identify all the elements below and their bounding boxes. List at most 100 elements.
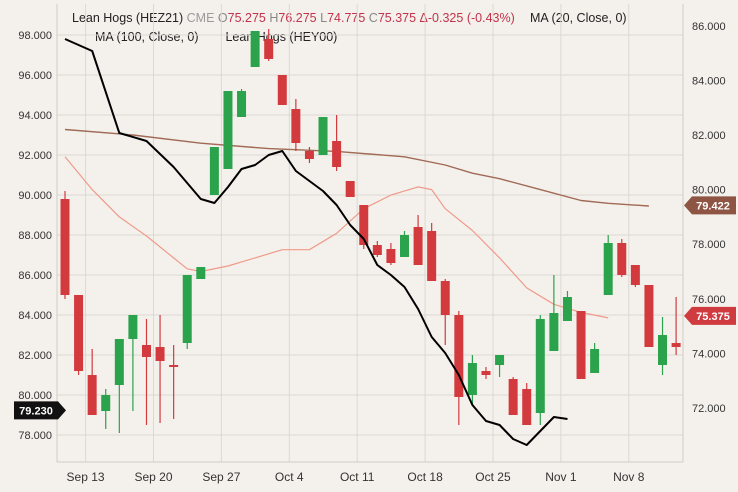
x-tick-label: Oct 4 xyxy=(275,470,304,484)
candle-body xyxy=(250,31,260,67)
right-tick-label: 82.000 xyxy=(692,130,726,142)
x-tick-label: Oct 25 xyxy=(475,470,511,484)
candle-body xyxy=(658,335,668,365)
right-price-badge xyxy=(684,306,736,325)
left-tick-label: 84.000 xyxy=(18,310,52,322)
candle-body xyxy=(630,265,640,285)
candle-body xyxy=(440,281,450,315)
candle-body xyxy=(495,355,505,365)
series-line-brown xyxy=(64,128,649,207)
candle-body xyxy=(481,371,491,375)
legend-high-value: 76.275 xyxy=(278,11,317,25)
candle-body xyxy=(427,231,437,281)
candle-body xyxy=(603,243,613,295)
legend-exchange: CME xyxy=(186,11,215,25)
left-tick-label: 82.000 xyxy=(18,350,52,362)
candle-body xyxy=(114,339,124,385)
candle-body xyxy=(508,379,518,415)
candle-body xyxy=(590,349,600,373)
left-tick-label: 90.000 xyxy=(18,190,52,202)
left-tick-label: 80.000 xyxy=(18,390,52,402)
x-tick-label: Oct 11 xyxy=(340,470,375,484)
candle-body xyxy=(60,199,70,295)
grid xyxy=(56,4,684,463)
right-tick-label: 84.000 xyxy=(692,75,726,87)
candle-body xyxy=(318,117,328,155)
candle-body xyxy=(332,141,342,167)
legend-low-value: 74.775 xyxy=(327,11,366,25)
series-line-salmon xyxy=(64,156,609,319)
x-tick-label: Nov 8 xyxy=(613,470,645,484)
right-tick-label: 78.000 xyxy=(692,239,726,251)
right-tick-label: 76.000 xyxy=(692,294,726,306)
candle-body xyxy=(291,109,301,143)
x-tick-label: Sep 13 xyxy=(67,470,105,484)
indicator-lines xyxy=(64,128,649,319)
right-price-badge xyxy=(684,196,736,215)
legend-row-1: Lean Hogs (HEZ21) CME O75.275 H76.275 L7… xyxy=(72,11,515,25)
x-tick-label: Nov 1 xyxy=(545,470,577,484)
legend-open-label: O xyxy=(217,11,228,25)
right-price-badge-label: 75.375 xyxy=(696,311,730,323)
legend-open-value: 75.275 xyxy=(227,11,266,25)
left-tick-label: 78.000 xyxy=(18,430,52,442)
left-tick-label: 92.000 xyxy=(18,150,52,162)
candle-body xyxy=(223,91,233,169)
left-price-badge-label: 79.230 xyxy=(19,405,53,417)
candle-body xyxy=(74,295,84,371)
candle-body xyxy=(413,227,423,265)
legend-ma100-label: MA (100, Close, 0) xyxy=(95,30,199,44)
left-tick-label: 94.000 xyxy=(18,110,52,122)
legend-ma20: MA (20, Close, 0) xyxy=(530,11,627,25)
candle-body xyxy=(454,315,464,397)
left-price-badge xyxy=(14,401,66,420)
legend-close-label: C xyxy=(368,11,378,25)
candle-body xyxy=(87,375,97,415)
left-tick-label: 88.000 xyxy=(18,230,52,242)
candle-body xyxy=(535,319,545,413)
candle-body xyxy=(562,297,572,321)
right-tick-label: 72.000 xyxy=(692,403,726,415)
candle-body xyxy=(522,389,532,425)
candle-body xyxy=(101,395,111,411)
candle-body xyxy=(549,313,559,351)
candle-body xyxy=(644,285,654,347)
series-line-ma20 xyxy=(64,38,568,446)
right-tick-label: 74.000 xyxy=(692,348,726,360)
right-tick-label: 80.000 xyxy=(692,185,726,197)
candle-body xyxy=(155,347,165,361)
candle-body xyxy=(277,75,287,105)
candle-body xyxy=(671,343,681,347)
candle-body xyxy=(467,363,477,395)
legend-ma20-label: MA (20, Close, 0) xyxy=(530,11,627,25)
right-tick-label: 86.000 xyxy=(692,21,726,33)
right-price-badge-label: 79.422 xyxy=(696,200,730,212)
candle-body xyxy=(209,147,219,195)
candle-body xyxy=(400,235,409,257)
legend-close-value: 75.375 xyxy=(377,11,417,25)
candle-body xyxy=(169,365,179,367)
candle-body xyxy=(576,311,586,379)
left-tick-label: 96.000 xyxy=(18,70,52,82)
candle-body xyxy=(196,267,206,279)
candle-body xyxy=(372,245,382,255)
x-tick-label: Sep 20 xyxy=(134,470,172,484)
legend-high-label: H xyxy=(269,11,279,25)
legend-change: Δ-0.325 (-0.43%) xyxy=(419,11,515,25)
x-tick-label: Oct 18 xyxy=(407,470,443,484)
candle-body xyxy=(141,345,151,357)
left-tick-label: 98.000 xyxy=(18,30,52,42)
candle-body xyxy=(182,275,192,343)
candle-body xyxy=(617,243,627,275)
legend-low-label: L xyxy=(320,11,328,25)
candle-body xyxy=(237,91,247,117)
axes: Sep 13 Sep 20 Sep 27 Oct 4 Oct 11 Oct 18 Oct 2… xyxy=(18,21,725,484)
candle-body xyxy=(345,181,355,197)
price-badges: 79.230 79.422 75.375 xyxy=(14,196,736,420)
candles xyxy=(60,29,681,446)
candle-body xyxy=(128,315,138,339)
x-tick-label: Sep 27 xyxy=(202,470,240,484)
candle-body xyxy=(264,39,274,59)
candle-body xyxy=(386,249,396,263)
